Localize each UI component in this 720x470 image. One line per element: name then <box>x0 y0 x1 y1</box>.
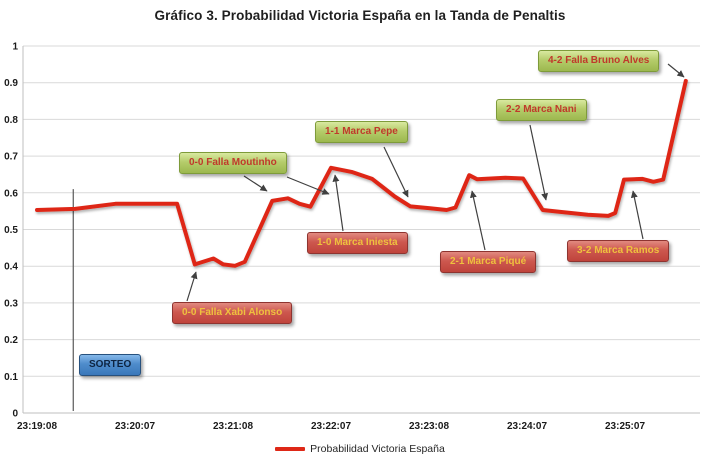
x-tick-label: 23:23:08 <box>409 421 449 432</box>
gridlines <box>22 45 700 414</box>
annotation-arrow-marca-pepe <box>383 146 409 198</box>
y-tick-label: 0.4 <box>4 262 18 273</box>
annotation-box-marca-nani: 2-2 Marca Nani <box>496 99 587 121</box>
annotation-arrow-marca-iniesta <box>332 174 344 232</box>
annotation-box-falla-moutinho: 0-0 Falla Moutinho <box>179 152 287 174</box>
y-tick-label: 1 <box>12 42 18 53</box>
annotation-arrow-falla-bruno-alves <box>667 63 685 78</box>
annotation-arrows <box>186 63 685 302</box>
annotation-box-falla-bruno-alves: 4-2 Falla Bruno Alves <box>538 50 660 72</box>
x-tick-label: 23:21:08 <box>213 421 253 432</box>
annotation-box-sorteo: SORTEO <box>79 354 142 376</box>
annotation-arrow-marca-pique <box>470 190 486 251</box>
x-tick-label: 23:22:07 <box>311 421 351 432</box>
annotation-arrow-falla-moutinho <box>243 175 268 192</box>
chart-title: Gráfico 3. Probabilidad Victoria España … <box>154 8 566 23</box>
x-tick-label: 23:24:07 <box>507 421 547 432</box>
x-tick-label: 23:19:08 <box>17 421 57 432</box>
y-tick-label: 0.6 <box>4 188 18 199</box>
annotation-box-marca-iniesta: 1-0 Marca Iniesta <box>307 232 408 254</box>
chart-legend: Probabilidad Victoria España <box>0 443 720 455</box>
annotation-box-marca-pique: 2-1 Marca Piqué <box>440 251 537 273</box>
annotation-arrow-falla-moutinho <box>286 176 330 195</box>
annotation-box-marca-pepe: 1-1 Marca Pepe <box>315 121 408 143</box>
annotation-arrow-marca-nani <box>529 124 549 201</box>
x-tick-label: 23:20:07 <box>115 421 155 432</box>
y-tick-label: 0.2 <box>4 335 18 346</box>
y-tick-label: 0.8 <box>4 115 18 126</box>
legend-series-label: Probabilidad Victoria España <box>310 443 445 455</box>
y-tick-label: 0.5 <box>4 225 18 236</box>
annotation-arrow-marca-ramos <box>630 190 644 240</box>
y-tick-label: 0.9 <box>4 78 18 89</box>
legend-line-swatch <box>275 447 306 451</box>
annotation-box-falla-xabi-alonso: 0-0 Falla Xabi Alonso <box>172 302 293 324</box>
y-tick-label: 0.1 <box>4 372 18 383</box>
annotation-arrow-falla-xabi-alonso <box>186 271 198 302</box>
probability-line <box>35 78 688 268</box>
annotation-box-marca-ramos: 3-2 Marca Ramos <box>567 240 670 262</box>
y-tick-label: 0.7 <box>4 152 18 163</box>
probability-line-series <box>35 78 688 268</box>
y-tick-label: 0 <box>12 409 18 420</box>
x-tick-label: 23:25:07 <box>605 421 645 432</box>
axis-tick-labels: 0 0.1 0.2 0.3 0.4 0.5 0.6 0.7 0.8 0.9 1 23:19:08 23:… <box>4 42 645 433</box>
y-tick-label: 0.3 <box>4 298 18 309</box>
